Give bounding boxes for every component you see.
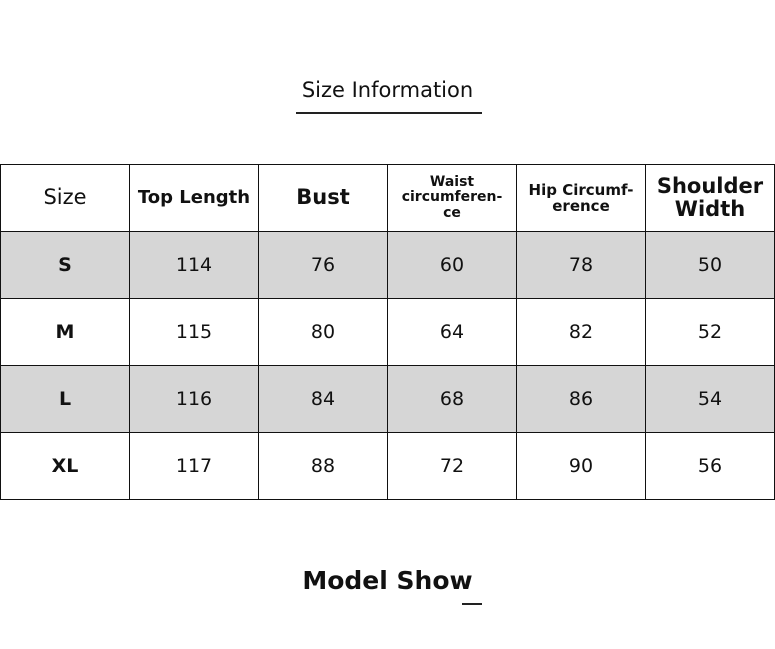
table-cell: 60 xyxy=(387,231,517,299)
header-cell: Bust xyxy=(258,164,388,232)
section-title: Size Information xyxy=(301,78,474,102)
table-cell: 117 xyxy=(129,432,259,500)
table-cell: S xyxy=(0,231,130,299)
table-cell: 50 xyxy=(645,231,775,299)
size-table: Size Top Length Bust Waist circumferen- ce H… xyxy=(0,164,775,500)
header-cell: Hip Circumf- erence xyxy=(516,164,646,232)
table-cell: 78 xyxy=(516,231,646,299)
header-row: Size Top Length Bust Waist circumferen- ce H… xyxy=(0,164,775,232)
section-title: Model Show xyxy=(302,566,473,595)
table-cell: 116 xyxy=(129,365,259,433)
table-cell: 68 xyxy=(387,365,517,433)
table-cell: XL xyxy=(0,432,130,500)
title-underline xyxy=(462,603,482,605)
title-underline xyxy=(296,112,482,114)
table-row: L 116 84 68 86 54 xyxy=(0,365,775,433)
table-cell: 84 xyxy=(258,365,388,433)
table-cell: 80 xyxy=(258,298,388,366)
table-cell: 56 xyxy=(645,432,775,500)
table-cell: 72 xyxy=(387,432,517,500)
header-cell: Size xyxy=(0,164,130,232)
table-row: S 114 76 60 78 50 xyxy=(0,231,775,299)
table-cell: 115 xyxy=(129,298,259,366)
table-cell: 76 xyxy=(258,231,388,299)
table-cell: 52 xyxy=(645,298,775,366)
table-cell: 86 xyxy=(516,365,646,433)
table-cell: 64 xyxy=(387,298,517,366)
header-cell: Shoulder Width xyxy=(645,164,775,232)
table-cell: L xyxy=(0,365,130,433)
table-cell: 88 xyxy=(258,432,388,500)
table-cell: M xyxy=(0,298,130,366)
table-cell: 82 xyxy=(516,298,646,366)
table-cell: 54 xyxy=(645,365,775,433)
table-row: M 115 80 64 82 52 xyxy=(0,298,775,366)
header-cell: Waist circumferen- ce xyxy=(387,164,517,232)
table-cell: 114 xyxy=(129,231,259,299)
header-cell: Top Length xyxy=(129,164,259,232)
table-row: XL 117 88 72 90 56 xyxy=(0,432,775,500)
table-cell: 90 xyxy=(516,432,646,500)
